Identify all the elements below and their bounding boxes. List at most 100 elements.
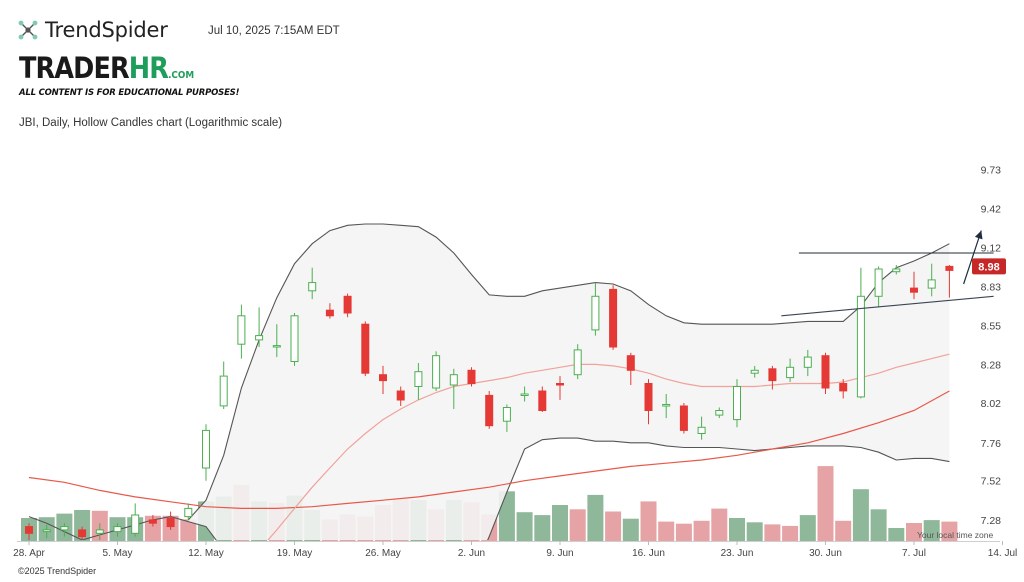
candles (25, 263, 954, 540)
candle-body (591, 295, 600, 331)
logo-trader: TRADER (19, 51, 130, 85)
last-price-badge (972, 258, 1006, 275)
bollinger-bands (28, 223, 950, 540)
candle-body (750, 369, 759, 374)
candle (184, 503, 193, 520)
candle (626, 352, 635, 385)
candle (379, 365, 387, 394)
candle-body (927, 279, 936, 289)
last-price-value: 8.98 (978, 261, 999, 273)
candle-body (166, 517, 175, 528)
candle (432, 351, 441, 391)
volume-bar (729, 518, 745, 541)
x-tick-label: 2. Jun (458, 548, 485, 559)
candle (945, 265, 954, 298)
candle-body (733, 386, 741, 421)
candle (290, 313, 299, 366)
candle-body (556, 383, 564, 386)
candle (237, 304, 246, 359)
bollinger-upper-line (187, 223, 950, 521)
candle-body (202, 429, 210, 469)
x-tick-label: 23. Jun (721, 548, 754, 559)
candle-body (184, 507, 193, 518)
y-tick-label: 9.42 (981, 204, 1002, 216)
candle (679, 403, 688, 434)
y-tick-label: 8.02 (981, 398, 1002, 410)
candle-body (60, 526, 69, 531)
brand: TrendSpider (17, 18, 168, 42)
volume-bar (852, 489, 869, 541)
candle (113, 523, 122, 537)
candle-body (874, 268, 883, 297)
x-tick-label: 19. May (277, 548, 313, 559)
y-tick-label: 8.83 (981, 282, 1002, 294)
candle-body (538, 390, 547, 411)
candle (910, 271, 918, 300)
candle-body (573, 349, 582, 376)
candle (803, 349, 812, 377)
volume-bar (569, 509, 586, 541)
candle-body (237, 315, 246, 345)
candle-body (945, 265, 954, 271)
candle (255, 307, 264, 347)
logo-hr: HR (128, 51, 169, 85)
candle (166, 511, 175, 530)
candle-body (803, 356, 812, 368)
volume-bar (516, 512, 533, 541)
candle (25, 523, 33, 540)
y-tick-label: 8.55 (981, 321, 1002, 333)
y-tick-label: 8.28 (981, 359, 1002, 371)
x-tick-label: 26. May (365, 548, 401, 559)
volume-bar (622, 518, 639, 541)
y-axis: 9.73 9.42 9.12 8.83 8.55 8.28 8.02 7.76 7.52 7.28 (981, 164, 1002, 527)
volume-bar (587, 494, 604, 541)
x-tick-label: 14. Jul (988, 548, 1017, 559)
candle (591, 282, 600, 336)
logo-com: .COM (168, 70, 195, 81)
candle-body (396, 390, 405, 401)
candle-body (255, 335, 264, 341)
candle-body (467, 369, 476, 385)
candle-body (272, 345, 281, 348)
volume-bar (782, 525, 799, 541)
volume-bar (534, 515, 551, 541)
copyright: ©2025 TrendSpider (18, 566, 97, 576)
volume-bar (817, 466, 834, 541)
candle-body (78, 529, 87, 538)
volume-bar (746, 522, 763, 541)
y-tick-label: 9.73 (981, 164, 1002, 176)
disclaimer: ALL CONTENT IS FOR EDUCATIONAL PURPOSES! (19, 88, 240, 98)
volume-bar (941, 521, 958, 541)
x-tick-label: 16. Jun (632, 548, 665, 559)
candle-body (786, 366, 795, 379)
candle-body (839, 383, 848, 392)
x-axis: 28. Apr 5. May 12. May 19. May 26. May 2. Jun… (13, 541, 1017, 559)
candle (750, 365, 759, 378)
candle-body (821, 355, 830, 389)
candle (308, 267, 317, 300)
candle (697, 416, 706, 440)
x-tick-label: 7. Jul (902, 548, 926, 559)
candle (839, 379, 848, 399)
candle-body (910, 287, 918, 293)
breakout-arrow-shaft (963, 230, 982, 285)
candle (148, 515, 157, 527)
candle-body (609, 288, 618, 348)
last-price-tag: 8.98 (972, 258, 1006, 275)
candle (874, 266, 883, 308)
candle (821, 352, 830, 394)
local-time-zone-label[interactable]: Your local time zone (917, 530, 994, 540)
bollinger-fill (188, 224, 950, 540)
candle-body (502, 407, 511, 422)
candle (414, 363, 423, 400)
volume-bar (888, 528, 905, 541)
candle-body (662, 404, 671, 407)
candle (95, 523, 104, 540)
moving-average-short (267, 353, 950, 540)
candle (927, 263, 936, 297)
y-tick-label: 9.12 (981, 243, 1002, 255)
volume-bar (799, 515, 816, 541)
volume-bar (711, 508, 728, 541)
volume-bar (870, 509, 887, 541)
